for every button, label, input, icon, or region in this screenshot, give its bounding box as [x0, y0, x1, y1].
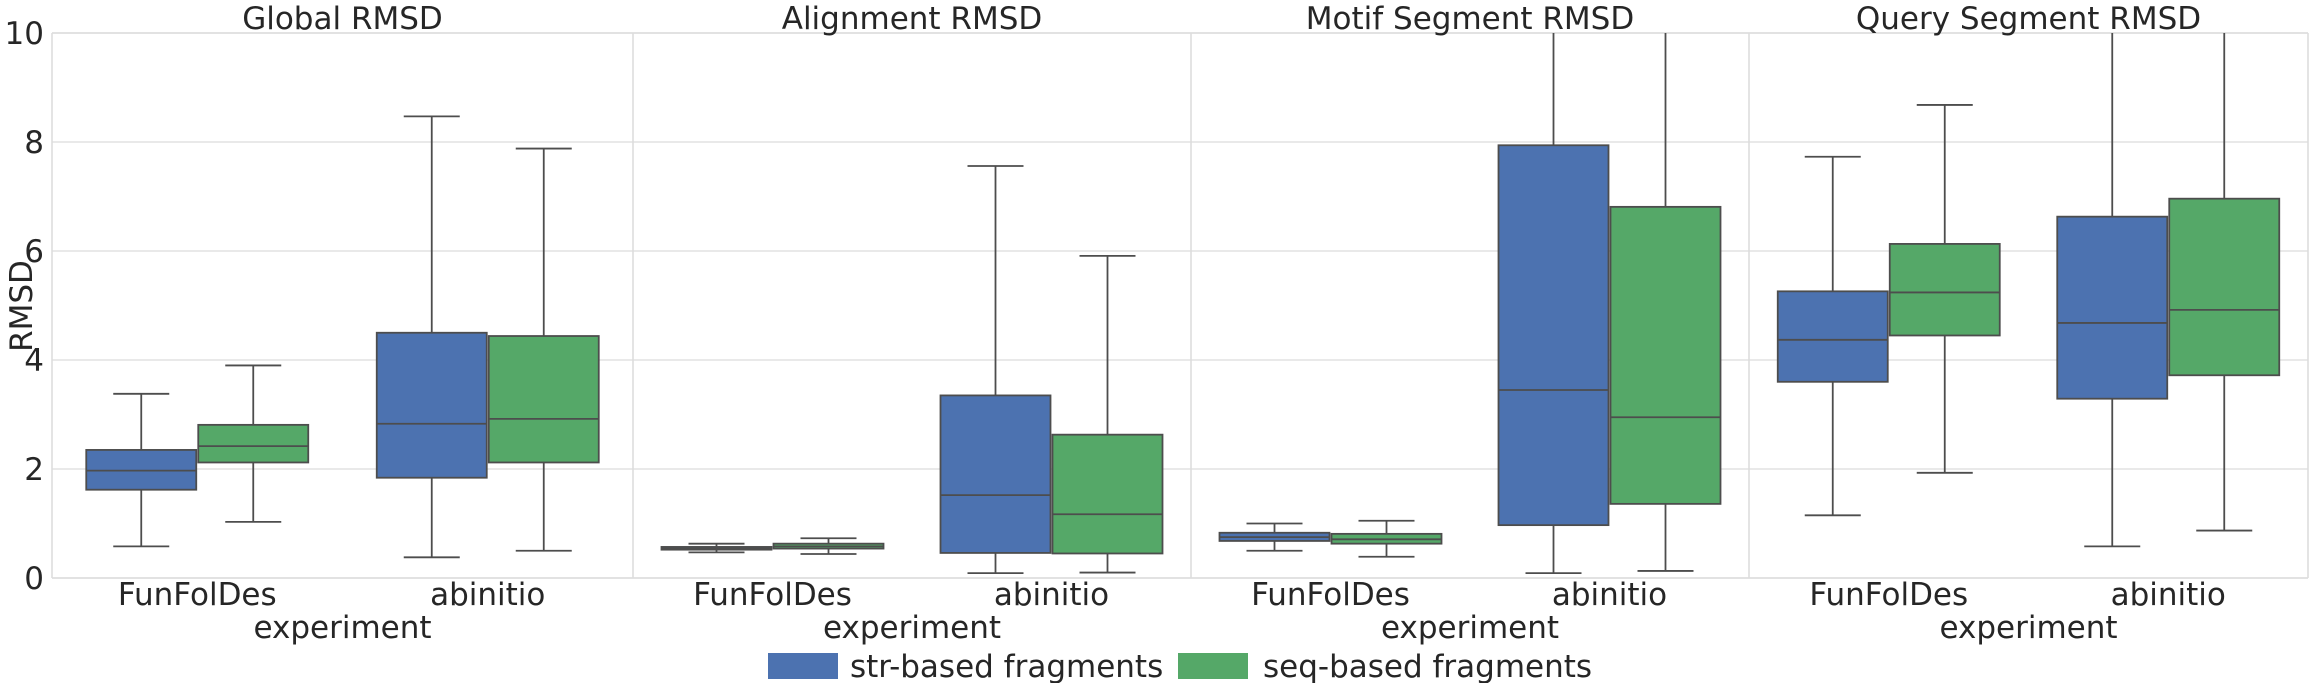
- y-tick-label: 2: [24, 452, 44, 488]
- y-axis-label: RMSD: [4, 260, 40, 352]
- x-axis-label: experiment: [1381, 610, 1559, 646]
- x-tick-label: FunFolDes: [118, 577, 277, 613]
- legend-label: seq-based fragments: [1263, 649, 1592, 683]
- box-iqr: [1776, 290, 1889, 383]
- box-iqr: [1888, 243, 2001, 337]
- panel-title: Alignment RMSD: [782, 1, 1043, 37]
- x-tick-label: FunFolDes: [693, 577, 852, 613]
- y-tick-label: 8: [24, 125, 44, 161]
- panel-title: Query Segment RMSD: [1856, 1, 2201, 37]
- legend-swatch: [768, 653, 838, 679]
- y-tick-label: 0: [24, 561, 44, 597]
- box-iqr: [939, 394, 1052, 554]
- legend-swatch: [1178, 653, 1248, 679]
- y-tick-label: 6: [24, 234, 44, 270]
- x-tick-label: abinitio: [1552, 577, 1667, 613]
- box-iqr: [2168, 197, 2281, 377]
- box-iqr: [487, 335, 600, 464]
- panel-title: Global RMSD: [242, 1, 443, 37]
- x-axis-label: experiment: [823, 610, 1001, 646]
- x-tick-label: FunFolDes: [1809, 577, 1968, 613]
- legend-label: str-based fragments: [850, 649, 1163, 683]
- x-tick-label: abinitio: [430, 577, 545, 613]
- y-tick-label: 10: [5, 16, 44, 52]
- box-iqr: [1497, 144, 1610, 527]
- x-tick-label: FunFolDes: [1251, 577, 1410, 613]
- panel-title: Motif Segment RMSD: [1306, 1, 1634, 37]
- x-axis-label: experiment: [253, 610, 431, 646]
- box-iqr: [375, 331, 488, 479]
- y-tick-label: 4: [24, 343, 44, 379]
- x-tick-label: abinitio: [994, 577, 1109, 613]
- box-iqr: [2056, 215, 2169, 400]
- box-iqr: [1609, 205, 1722, 505]
- x-axis-label: experiment: [1939, 610, 2117, 646]
- box-iqr: [197, 423, 310, 464]
- box-iqr: [1051, 433, 1164, 555]
- x-tick-label: abinitio: [2111, 577, 2226, 613]
